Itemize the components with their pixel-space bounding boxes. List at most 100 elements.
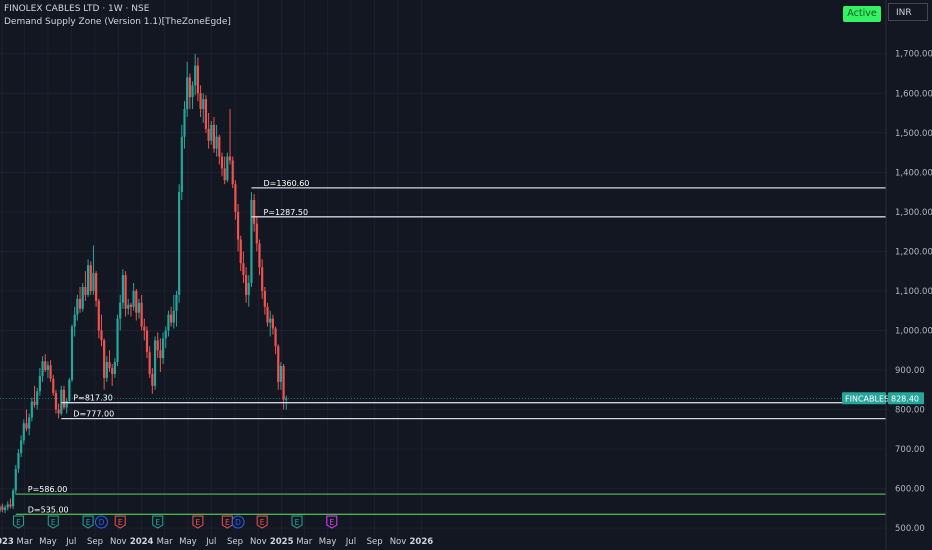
candle-body xyxy=(212,124,216,149)
candle-body xyxy=(170,314,173,323)
event-letter: E xyxy=(329,518,334,527)
x-tick-label: Sep xyxy=(367,537,383,547)
candle-body xyxy=(92,273,95,291)
candle-body xyxy=(145,330,149,353)
candle-body xyxy=(41,361,44,376)
x-tick-label: Mar xyxy=(157,537,174,547)
candle-body xyxy=(113,362,116,374)
candle-body xyxy=(68,379,71,401)
candle-body xyxy=(234,184,237,212)
candle-body xyxy=(228,156,232,161)
x-tick-label: 2025 xyxy=(270,537,294,547)
candle-body xyxy=(199,93,202,110)
candle-body xyxy=(196,65,199,94)
candle-body xyxy=(253,200,256,224)
x-tick-label: May xyxy=(39,537,57,547)
candle-body xyxy=(116,318,119,363)
candle-body xyxy=(6,504,9,508)
time-axis: 2023MarMayJulSepNov2024MarMayJulSepNov20… xyxy=(0,537,433,547)
symbol-label: FINCABLES xyxy=(845,394,889,403)
y-tick-label: 1,000.00 xyxy=(895,326,932,336)
earnings-icon xyxy=(82,515,94,529)
indicator-label[interactable]: Demand Supply Zone (Version 1.1)[TheZone… xyxy=(4,17,231,27)
price-label: 828.40 xyxy=(891,394,919,403)
y-tick-label: 800.00 xyxy=(895,406,925,416)
x-tick-label: 2023 xyxy=(0,537,14,547)
zone-label: P=1287.50 xyxy=(263,208,308,217)
candle-body xyxy=(1,506,4,510)
event-letter: D xyxy=(235,518,241,527)
candle-body xyxy=(49,365,52,379)
candle-body xyxy=(279,366,283,382)
candle-body xyxy=(97,300,100,331)
y-tick-label: 1,300.00 xyxy=(895,208,932,218)
x-tick-label: Jul xyxy=(205,537,216,547)
candle-body xyxy=(60,389,63,414)
event-letter: E xyxy=(295,518,300,527)
candle-body xyxy=(76,298,79,315)
candle-body xyxy=(137,302,141,313)
candle-body xyxy=(220,156,224,169)
dividend-icon xyxy=(231,515,245,529)
candle-body xyxy=(3,507,7,510)
active-button[interactable]: Active xyxy=(843,6,881,22)
earnings-icon xyxy=(152,515,164,529)
candle-body xyxy=(218,136,221,157)
candle-body xyxy=(175,294,178,311)
candle-body xyxy=(81,286,84,309)
symbol-title[interactable]: FINOLEX CABLES LTD · 1W · NSE xyxy=(4,4,150,14)
candle-body xyxy=(271,318,274,329)
x-tick-label: May xyxy=(179,537,197,547)
candle-body xyxy=(33,401,36,405)
candle-body xyxy=(135,290,138,313)
candle-body xyxy=(186,77,189,110)
candle-body xyxy=(161,338,165,359)
candle-body xyxy=(207,128,210,141)
candle-body xyxy=(151,373,154,386)
earnings-icon xyxy=(291,515,303,529)
candle-body xyxy=(282,366,285,400)
x-tick-label: Nov xyxy=(390,537,407,547)
candle-body xyxy=(194,65,197,86)
x-tick-label: 2026 xyxy=(409,537,433,547)
x-tick-label: Jul xyxy=(65,537,76,547)
candle-body xyxy=(226,156,229,181)
candle-body xyxy=(127,304,130,309)
candle-body xyxy=(65,400,68,408)
candle-body xyxy=(223,168,226,181)
x-tick-label: Mar xyxy=(17,537,34,547)
x-tick-label: Nov xyxy=(250,537,267,547)
y-tick-label: 1,100.00 xyxy=(895,287,932,297)
earnings-icon xyxy=(256,515,268,529)
candle-body xyxy=(70,326,74,380)
candle-body xyxy=(250,200,253,284)
candle-body xyxy=(261,267,264,291)
candle-body xyxy=(258,243,261,268)
currency-button[interactable]: INR xyxy=(888,3,928,21)
candle-body xyxy=(62,389,66,408)
event-letter: E xyxy=(155,518,160,527)
candle-body xyxy=(119,302,122,319)
candle-body xyxy=(100,330,103,341)
event-letter: E xyxy=(51,518,56,527)
candle-body xyxy=(86,265,90,295)
candle-body xyxy=(236,211,240,240)
candle-body xyxy=(28,417,31,429)
candle-body xyxy=(191,85,194,98)
candle-body xyxy=(124,275,127,309)
candle-body xyxy=(148,352,151,374)
candle-body xyxy=(121,275,125,303)
y-tick-label: 600.00 xyxy=(895,485,925,495)
candle-body xyxy=(202,99,205,110)
candle-body xyxy=(108,362,111,369)
candle-body xyxy=(188,77,191,98)
candle-body xyxy=(38,375,41,392)
candle-body xyxy=(9,504,12,507)
candle-body xyxy=(263,290,266,307)
dividend-icon xyxy=(94,515,108,529)
candle-body xyxy=(17,453,20,469)
